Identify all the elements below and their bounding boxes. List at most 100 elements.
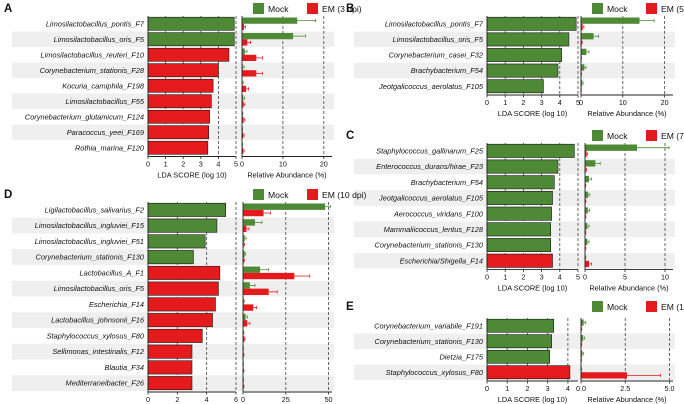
lda-tick-label: 1: [503, 98, 507, 107]
legend-swatch-mock: [253, 189, 264, 200]
abundance-bar-mock: [585, 191, 589, 198]
taxon-label: Corynebacterium_stationis_F130: [375, 241, 484, 250]
abundance-bar-em: [242, 116, 244, 123]
lda-bar-em: [147, 63, 219, 78]
taxon-label: Corynebacterium_casei_F32: [389, 51, 483, 60]
abundance-tick-label: 2.5: [620, 384, 630, 393]
abundance-bar-mock: [242, 95, 244, 102]
lda-tick-label: 3: [540, 98, 544, 107]
taxon-label: Dietzia_F175: [439, 352, 483, 361]
lda-tick-label: 2: [175, 395, 179, 404]
taxon-label: Lactobacillus_A_F1: [79, 268, 144, 277]
lda-bar-mock: [486, 206, 552, 221]
legend-label-mock: Mock: [607, 302, 628, 312]
legend-swatch-em: [646, 301, 657, 312]
legend-swatch-mock: [592, 130, 603, 141]
lda-tick-label: 4: [566, 384, 570, 393]
taxon-label: Staphylococcus_gallinarum_F25: [376, 146, 484, 155]
lda-bar-em: [147, 140, 209, 155]
taxon-label: Limosilactobacillus_oris_F5: [54, 284, 145, 293]
abundance-tick-label: 10: [661, 273, 669, 282]
taxon-label: Limosilactobacillus_F55: [66, 97, 145, 106]
abundance-bar-em: [243, 320, 248, 327]
lda-bar-mock: [147, 16, 235, 31]
abundance-bar-mock: [585, 223, 588, 230]
panel-label: A: [4, 3, 12, 15]
abundance-bar-mock: [581, 17, 640, 24]
abundance-bar-em: [242, 101, 244, 108]
lda-bar-mock: [486, 143, 575, 158]
panel-a: A Mock EM (3 dpi) Limosilactobacillus_ponti…: [4, 3, 362, 180]
lda-axis-title: LDA SCORE (log 10): [498, 284, 567, 293]
panel-label: D: [4, 189, 12, 201]
lda-tick-label: 5: [234, 160, 238, 169]
lda-bar-mock: [486, 349, 550, 364]
taxon-label: Limosilactobacillus_pontis_F7: [46, 19, 145, 28]
legend-swatch-em: [307, 3, 318, 14]
lda-tick-label: 4: [558, 98, 562, 107]
legend-label-mock: Mock: [268, 190, 289, 200]
abundance-tick-label: 0.0: [576, 384, 586, 393]
lda-bar-mock: [486, 175, 555, 190]
lda-bar-em: [147, 281, 219, 296]
taxon-label: Kocuria_carniphila_F198: [62, 81, 145, 90]
abundance-bar-mock: [585, 238, 588, 246]
abundance-bar-mock: [243, 203, 326, 210]
abundance-bar-mock: [585, 144, 637, 151]
lda-bar-em: [147, 376, 193, 391]
taxon-label: Lactobacillus_johnsonii_F16: [51, 316, 145, 325]
taxon-label: Limosilactobacillus_reuteri_F10: [40, 50, 144, 59]
taxon-label: Blautia_F34: [105, 363, 144, 372]
abundance-axis-title: Relative Abundance (%): [247, 171, 326, 180]
abundance-bar-em: [585, 150, 587, 158]
abundance-bar-em: [242, 23, 245, 30]
abundance-tick-label: 20: [320, 160, 328, 169]
abundance-bar-em: [243, 225, 247, 232]
abundance-bar-em: [242, 132, 244, 139]
abundance-bar-mock: [585, 160, 596, 167]
abundance-bar-mock: [585, 175, 589, 183]
lda-tick-label: 2: [525, 384, 529, 393]
panel-c: C Mock EM (7 dpi) Staphylococcus_gallinarum…: [346, 130, 684, 293]
lda-axis-title: LDA SCORE (log 10): [498, 395, 567, 404]
abundance-bar-em: [242, 85, 247, 92]
taxon-label: Corynebacterium_glutamicum_F124: [25, 112, 144, 121]
lda-bar-em: [147, 125, 210, 140]
lda-bar-mock: [147, 202, 227, 217]
lda-bar-mock: [486, 63, 559, 78]
abundance-tick-label: 0: [240, 160, 244, 169]
abundance-bar-mock: [243, 313, 246, 321]
abundance-bar-em: [243, 209, 264, 217]
abundance-bar-mock: [581, 48, 587, 55]
legend-label-mock: Mock: [607, 4, 628, 14]
abundance-bar-mock: [243, 235, 245, 242]
lda-bar-mock: [147, 32, 235, 47]
legend-swatch-mock: [592, 3, 603, 14]
taxon-label: Staphylococcus_xylosus_F80: [47, 331, 145, 340]
lda-tick-label: 3: [540, 273, 544, 282]
lda-tick-label: 0: [146, 395, 150, 404]
abundance-bar-mock: [581, 33, 594, 40]
abundance-bar-em: [243, 304, 254, 311]
legend-label-em: EM (3 dpi): [322, 4, 362, 14]
lda-bar-mock: [486, 334, 553, 349]
taxon-label: Escherichia/Shigella_F14: [400, 256, 483, 265]
abundance-bar-mock: [242, 17, 298, 24]
lda-bar-em: [147, 109, 210, 124]
legend-label-mock: Mock: [268, 4, 289, 14]
abundance-bar-mock: [243, 282, 250, 289]
lda-tick-label: 0: [146, 160, 150, 169]
legend-label-em: EM (14 dpi): [661, 302, 684, 312]
lda-bar-em: [147, 313, 213, 328]
legend-label-em: EM (10 dpi): [322, 190, 367, 200]
taxon-label: Jeotgalicoccus_aerolatus_F105: [378, 194, 484, 203]
abundance-bar-em: [585, 260, 589, 268]
taxon-label: Limosilactobacillus_ingluviei_F51: [35, 237, 144, 246]
panel-b: B Mock EM (5 dpi) Limosilactobacillus_ponti…: [346, 3, 684, 118]
lda-axis-title: LDA SCORE (log 10): [498, 109, 567, 118]
lda-tick-label: 1: [503, 273, 507, 282]
lda-bar-em: [147, 265, 221, 280]
lda-bar-em: [147, 47, 230, 62]
taxon-label: Brachybacterium_F54: [411, 178, 483, 187]
